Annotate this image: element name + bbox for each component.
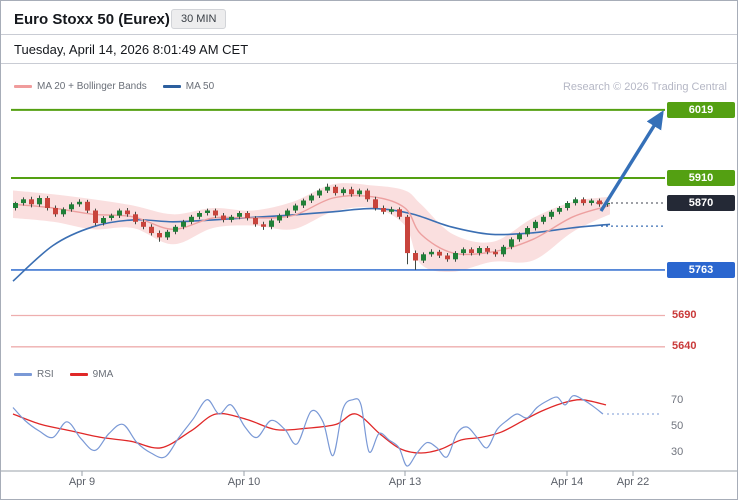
legend-label: MA 20 + Bollinger Bands [37, 81, 147, 92]
price-label-5763: 5763 [667, 262, 735, 278]
projection-arrow [599, 110, 664, 212]
ma20-line [12, 194, 611, 256]
legend-item-ma-20-+-bollinger-bands: MA 20 + Bollinger Bands [14, 81, 147, 92]
instrument-title: Euro Stoxx 50 (Eurex) [14, 11, 170, 28]
x-axis-label-apr-22: Apr 22 [616, 476, 650, 488]
subheader-divider [1, 63, 737, 64]
price-label-6019: 6019 [667, 102, 735, 118]
legend-swatch-icon [69, 373, 88, 376]
price-label-5690: 5690 [672, 309, 697, 321]
timeframe-badge: 30 MIN [171, 9, 227, 29]
main-chart-legend: MA 20 + Bollinger Bands MA 50 [14, 81, 214, 92]
research-watermark: Research © 2026 Trading Central [562, 81, 727, 93]
x-axis-label-apr-14: Apr 14 [550, 476, 584, 488]
bollinger-band [13, 183, 610, 272]
legend-item-rsi: RSI [14, 369, 54, 380]
rsi-legend: RSI 9MA [14, 369, 113, 380]
rsi-tick-50: 50 [671, 420, 684, 432]
x-axis-label-apr-9: Apr 9 [68, 476, 96, 488]
price-label-5910: 5910 [667, 170, 735, 186]
price-label-5640: 5640 [672, 340, 697, 352]
legend-item-9ma: 9MA [69, 369, 114, 380]
x-axis-label-apr-10: Apr 10 [227, 476, 261, 488]
legend-label: MA 50 [185, 81, 215, 92]
candlesticks [13, 183, 610, 270]
legend-item-ma-50: MA 50 [162, 81, 215, 92]
legend-label: 9MA [92, 369, 114, 380]
rsi-tick-30: 30 [671, 446, 684, 458]
price-label-5870: 5870 [667, 195, 735, 211]
ma50-line [12, 207, 611, 282]
rsi-line [12, 395, 604, 467]
legend-label: RSI [37, 369, 54, 380]
legend-swatch-icon [14, 373, 32, 376]
legend-swatch-icon [162, 85, 181, 88]
header-divider [1, 34, 737, 35]
rsi-ma9-line [12, 399, 607, 454]
chart-datetime: Tuesday, April 14, 2026 8:01:49 AM CET [14, 42, 249, 57]
x-axis-label-apr-13: Apr 13 [388, 476, 422, 488]
legend-swatch-icon [14, 85, 32, 88]
rsi-tick-70: 70 [671, 394, 684, 406]
